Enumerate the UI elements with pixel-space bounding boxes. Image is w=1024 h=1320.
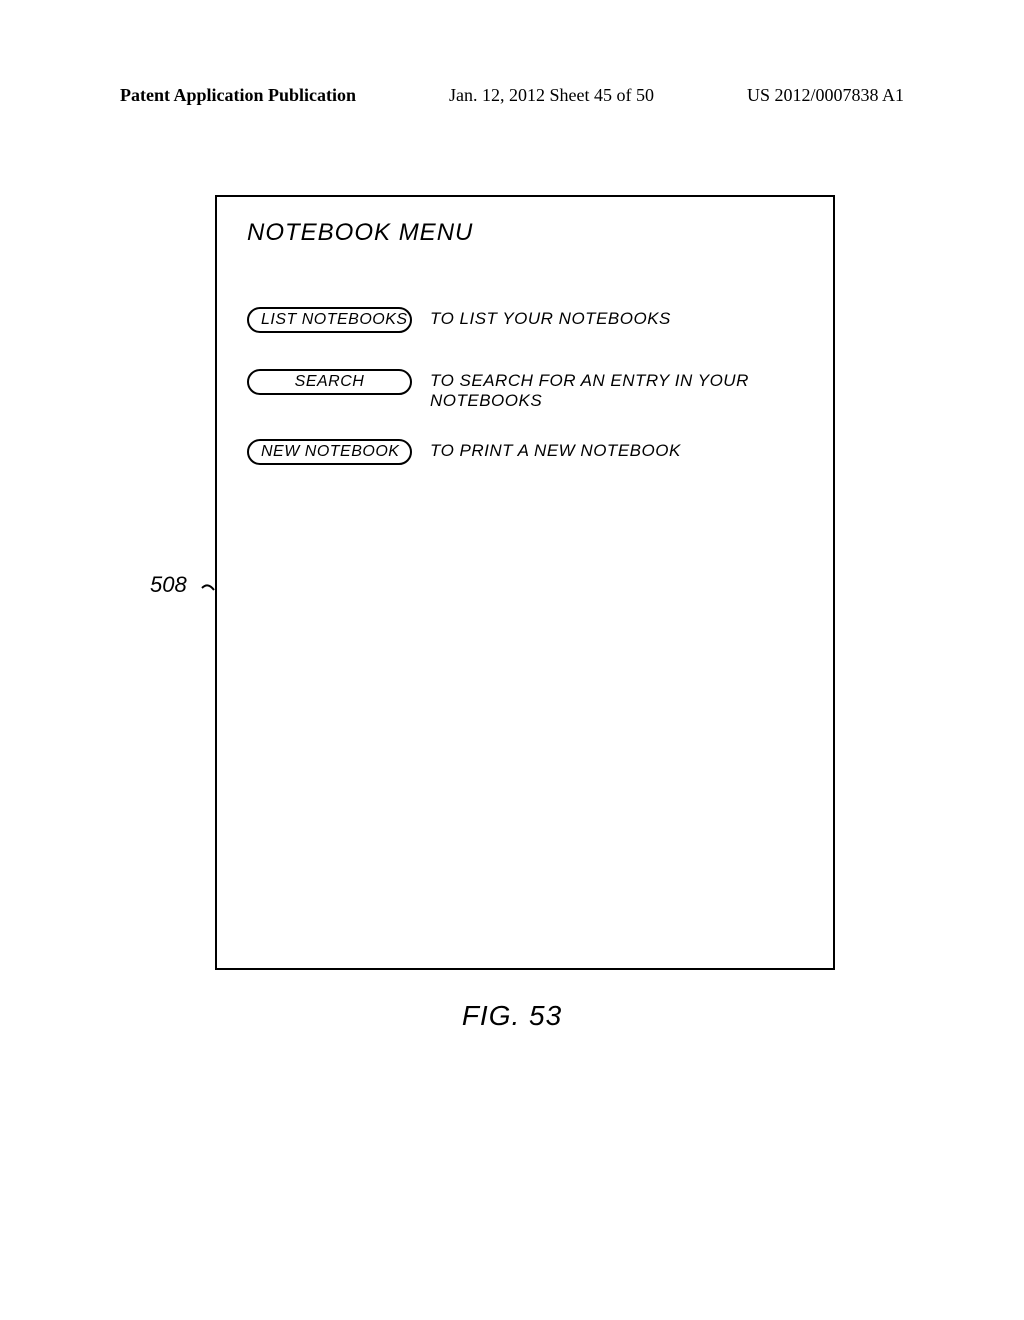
- list-notebooks-desc: TO LIST YOUR NOTEBOOKS: [430, 307, 671, 329]
- patent-header: Patent Application Publication Jan. 12, …: [0, 85, 1024, 106]
- header-right: US 2012/0007838 A1: [747, 85, 904, 106]
- search-button[interactable]: SEARCH: [247, 369, 412, 395]
- list-notebooks-button[interactable]: LIST NOTEBOOKS: [247, 307, 412, 333]
- reference-numeral: 508: [150, 572, 187, 598]
- menu-title: NOTEBOOK MENU: [247, 219, 473, 247]
- figure-caption: FIG. 53: [0, 1000, 1024, 1032]
- header-left: Patent Application Publication: [120, 85, 356, 106]
- reference-leader-icon: [200, 580, 220, 600]
- notebook-menu-box: NOTEBOOK MENU LIST NOTEBOOKS TO LIST YOU…: [215, 195, 835, 970]
- menu-row-search: SEARCH TO SEARCH FOR AN ENTRY IN YOUR NO…: [247, 369, 770, 410]
- menu-row-list-notebooks: LIST NOTEBOOKS TO LIST YOUR NOTEBOOKS: [247, 307, 671, 333]
- header-center: Jan. 12, 2012 Sheet 45 of 50: [449, 85, 654, 106]
- new-notebook-button[interactable]: NEW NOTEBOOK: [247, 439, 412, 465]
- menu-row-new-notebook: NEW NOTEBOOK TO PRINT A NEW NOTEBOOK: [247, 439, 681, 465]
- search-desc: TO SEARCH FOR AN ENTRY IN YOUR NOTEBOOKS: [430, 369, 770, 410]
- new-notebook-desc: TO PRINT A NEW NOTEBOOK: [430, 439, 681, 461]
